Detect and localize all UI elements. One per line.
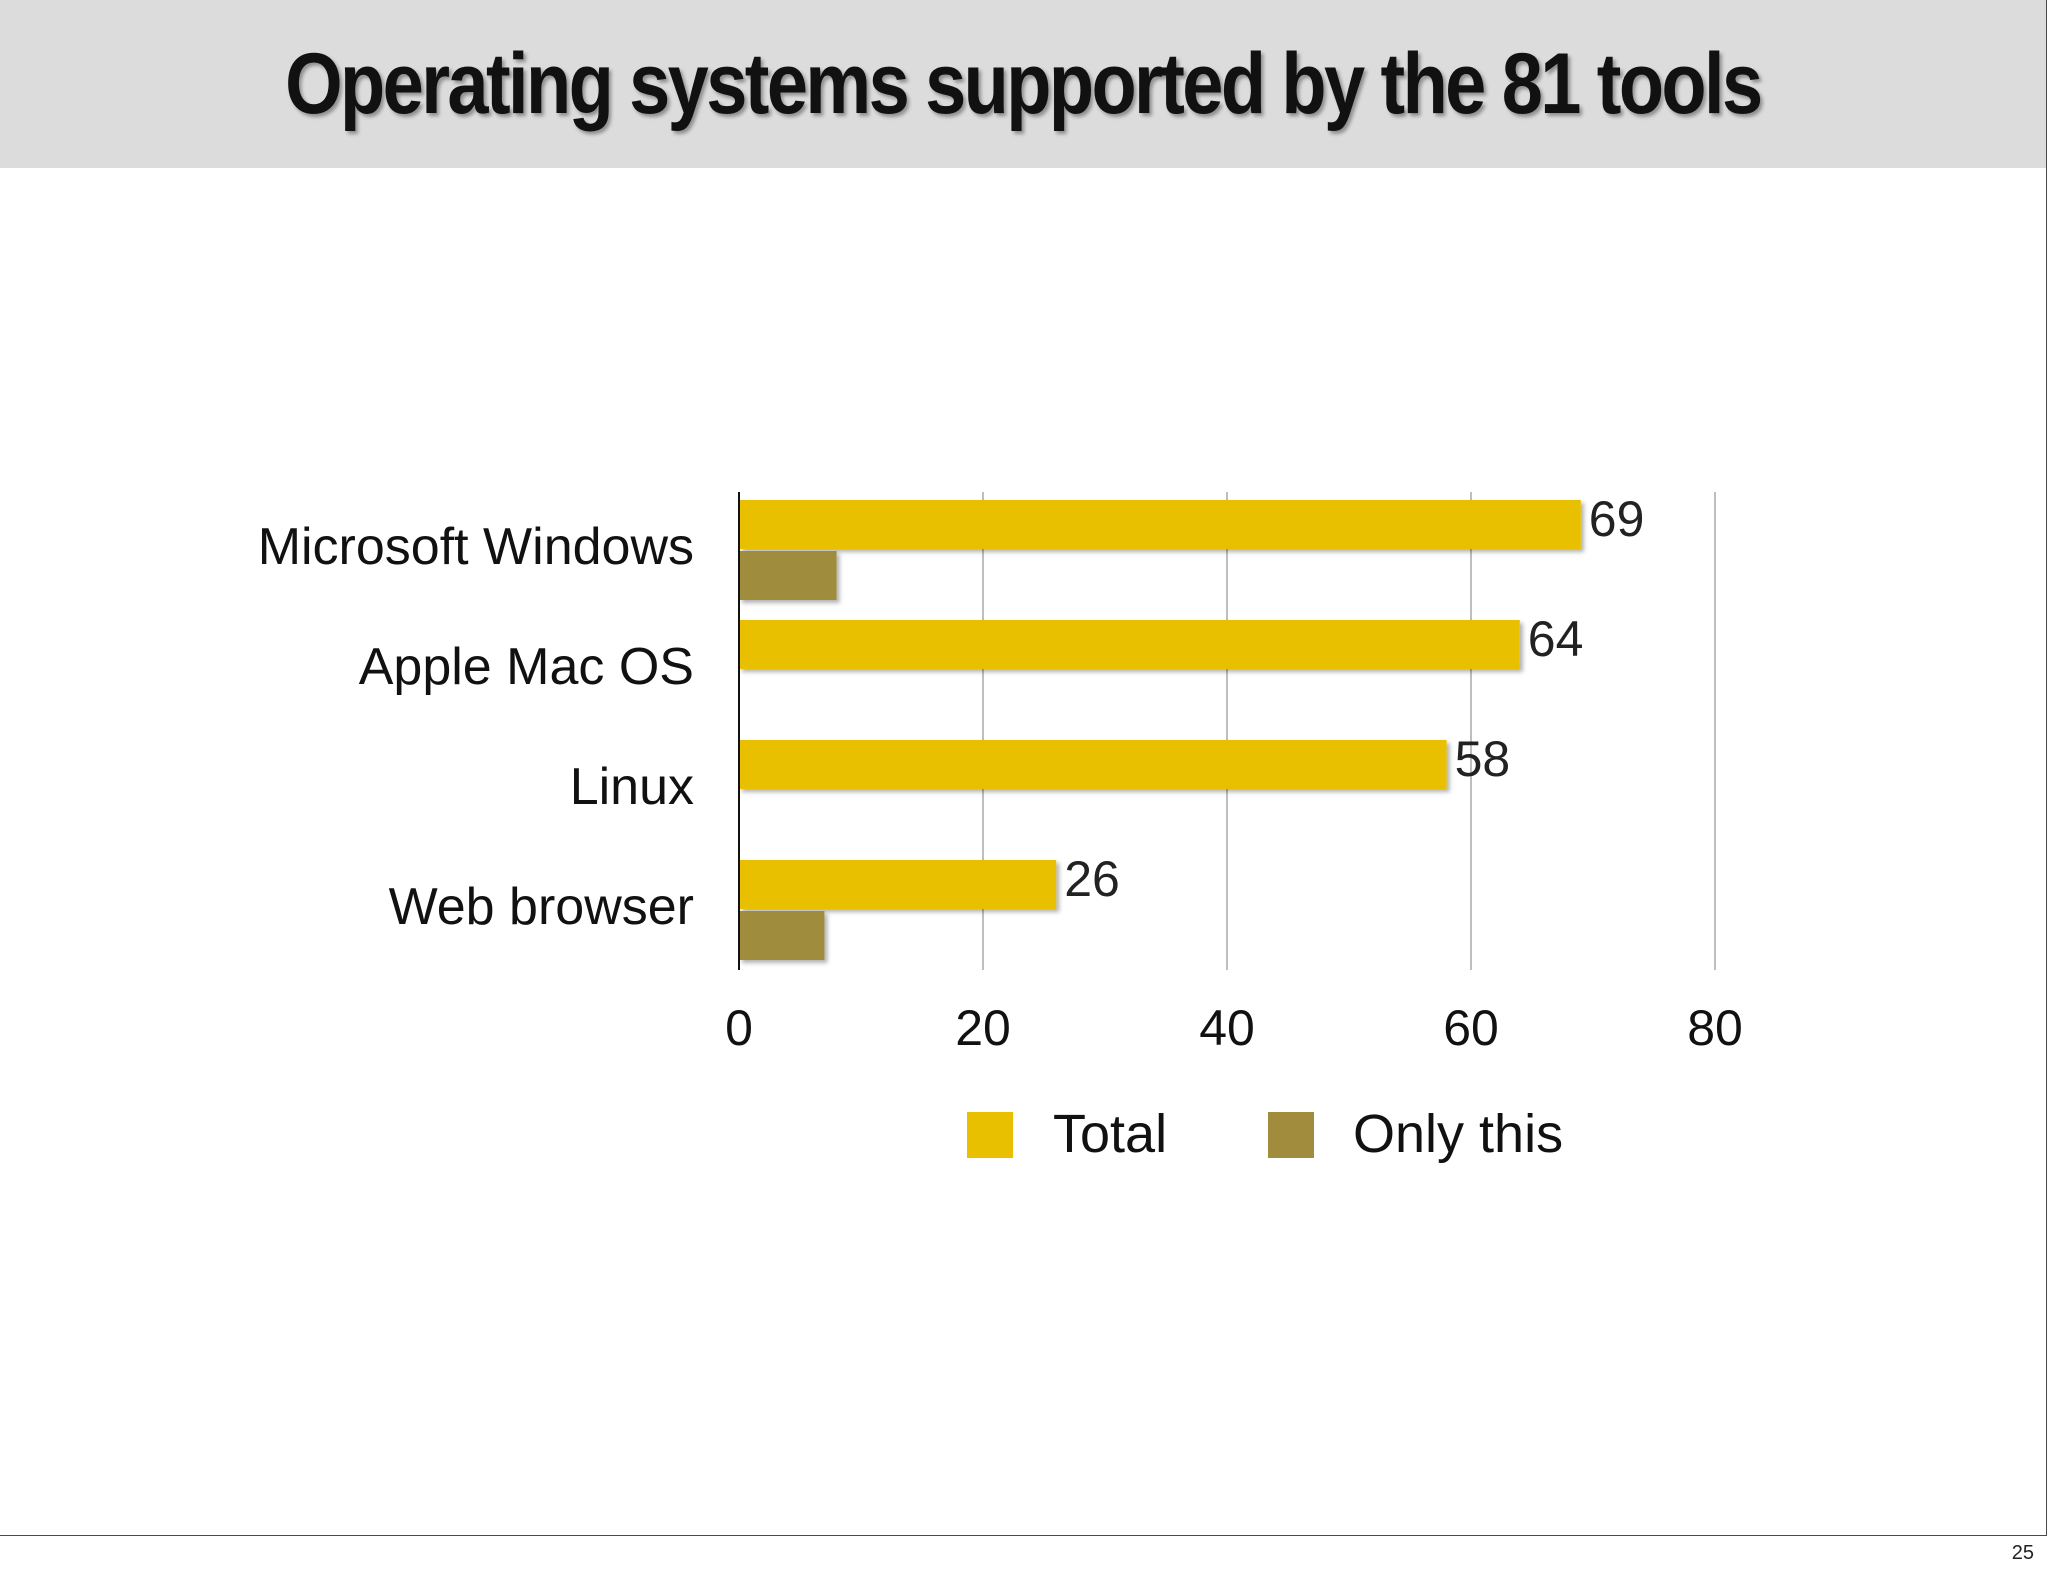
slide-title: Operating systems supported by the 81 to… xyxy=(285,35,1763,132)
legend-swatch-total xyxy=(967,1112,1013,1158)
category-label-web-browser: Web browser xyxy=(389,878,694,936)
x-tick-label-20: 20 xyxy=(955,1000,1011,1056)
data-label-total-microsoft-windows: 69 xyxy=(1589,491,1645,547)
x-tick-label-60: 60 xyxy=(1443,1000,1499,1056)
category-label-apple-mac-os: Apple Mac OS xyxy=(359,638,694,696)
bar-total-web-browser xyxy=(739,860,1057,909)
category-label-linux: Linux xyxy=(570,758,694,816)
bar-total-linux xyxy=(739,740,1447,789)
bar-total-microsoft-windows xyxy=(739,500,1581,549)
page-number: 25 xyxy=(2011,1542,2034,1564)
data-label-total-apple-mac-os: 64 xyxy=(1528,611,1584,667)
category-label-microsoft-windows: Microsoft Windows xyxy=(258,518,694,576)
legend-label-total: Total xyxy=(1053,1104,1167,1164)
x-tick-label-80: 80 xyxy=(1687,1000,1743,1056)
bar-only-this-microsoft-windows xyxy=(739,551,837,600)
legend-label-only-this: Only this xyxy=(1353,1104,1563,1164)
bar-only-this-web-browser xyxy=(739,911,825,960)
legend-swatch-only-this xyxy=(1268,1112,1314,1158)
x-tick-label-40: 40 xyxy=(1199,1000,1255,1056)
data-label-total-web-browser: 26 xyxy=(1064,851,1120,907)
bar-total-apple-mac-os xyxy=(739,620,1520,669)
x-tick-label-0: 0 xyxy=(725,1000,753,1056)
data-label-total-linux: 58 xyxy=(1455,731,1511,787)
slide: Operating systems supported by the 81 to… xyxy=(0,0,2047,1536)
title-bar: Operating systems supported by the 81 to… xyxy=(0,0,2046,168)
